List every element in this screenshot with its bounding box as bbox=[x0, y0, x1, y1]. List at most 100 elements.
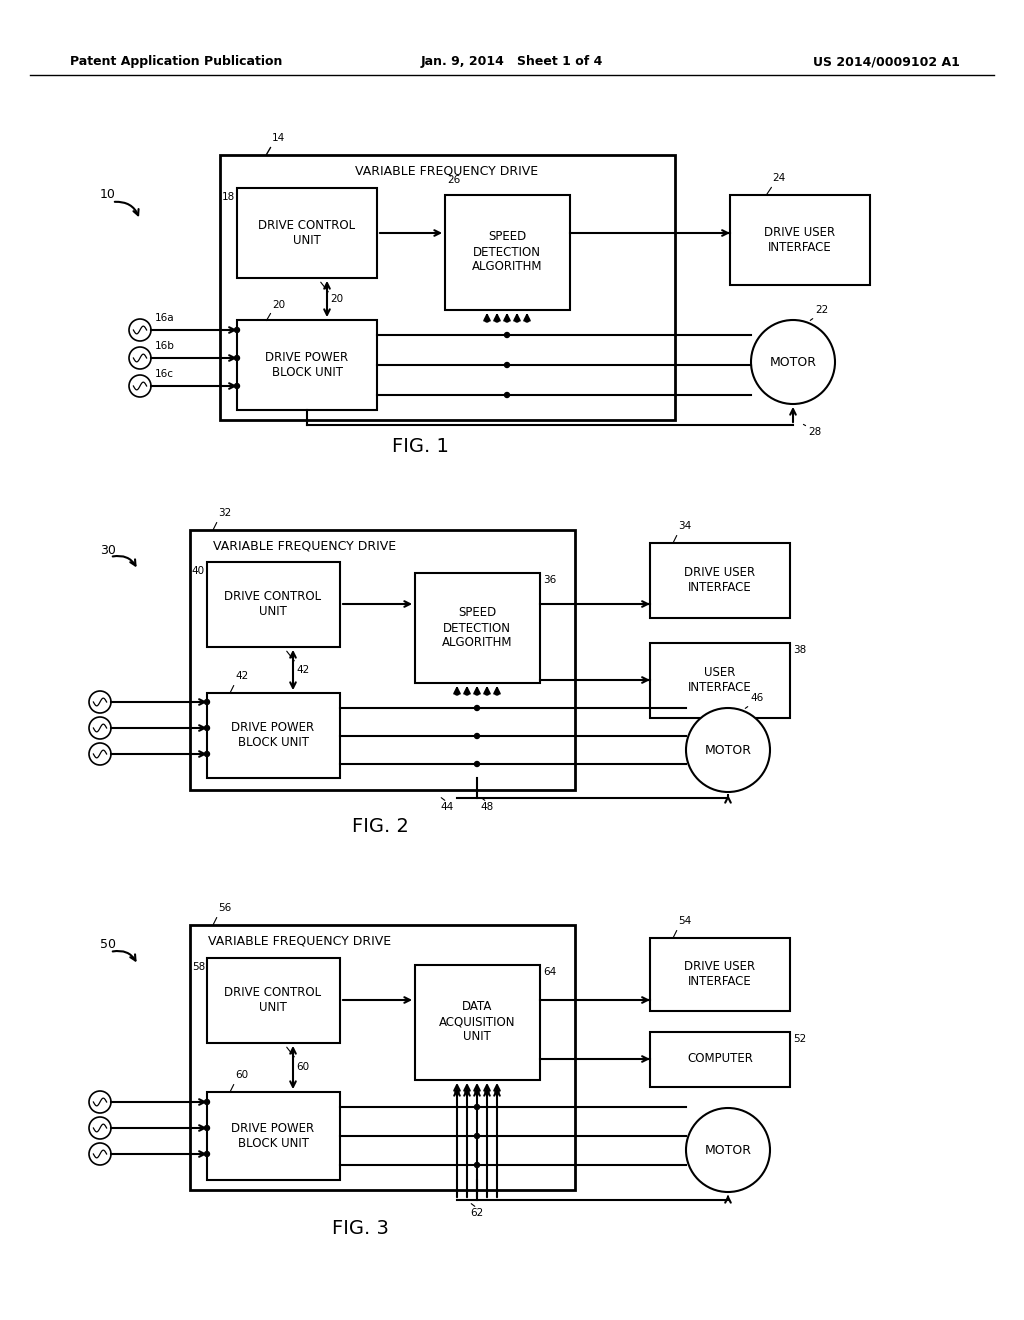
Circle shape bbox=[485, 318, 489, 322]
Text: SPEED
DETECTION
ALGORITHM: SPEED DETECTION ALGORITHM bbox=[472, 231, 543, 273]
Text: 52: 52 bbox=[793, 1034, 806, 1044]
Text: DRIVE CONTROL
UNIT: DRIVE CONTROL UNIT bbox=[224, 986, 322, 1014]
Text: VARIABLE FREQUENCY DRIVE: VARIABLE FREQUENCY DRIVE bbox=[355, 165, 539, 177]
Text: 26: 26 bbox=[447, 176, 460, 185]
Text: 50: 50 bbox=[100, 939, 116, 952]
Circle shape bbox=[686, 708, 770, 792]
Text: 34: 34 bbox=[678, 521, 691, 531]
Text: 62: 62 bbox=[470, 1208, 483, 1218]
Text: 16b: 16b bbox=[155, 341, 175, 351]
Text: Patent Application Publication: Patent Application Publication bbox=[70, 55, 283, 69]
Circle shape bbox=[465, 1090, 469, 1094]
Circle shape bbox=[205, 1100, 210, 1105]
Circle shape bbox=[474, 1134, 479, 1138]
Circle shape bbox=[525, 318, 529, 322]
Circle shape bbox=[474, 705, 479, 710]
Text: DRIVE USER
INTERFACE: DRIVE USER INTERFACE bbox=[765, 226, 836, 253]
Text: 20: 20 bbox=[272, 300, 285, 310]
Bar bbox=[207, 562, 340, 647]
Text: SPEED
DETECTION
ALGORITHM: SPEED DETECTION ALGORITHM bbox=[441, 606, 512, 649]
Text: 64: 64 bbox=[543, 968, 556, 977]
Text: 18: 18 bbox=[222, 191, 234, 202]
Text: FIG. 1: FIG. 1 bbox=[391, 437, 449, 457]
Text: VARIABLE FREQUENCY DRIVE: VARIABLE FREQUENCY DRIVE bbox=[213, 540, 396, 553]
Text: 16a: 16a bbox=[155, 313, 175, 323]
Text: COMPUTER: COMPUTER bbox=[687, 1052, 753, 1065]
Text: DRIVE CONTROL
UNIT: DRIVE CONTROL UNIT bbox=[258, 219, 355, 247]
Circle shape bbox=[205, 1126, 210, 1130]
Circle shape bbox=[495, 318, 499, 322]
Text: 60: 60 bbox=[296, 1063, 309, 1072]
Circle shape bbox=[474, 762, 479, 767]
Text: 60: 60 bbox=[234, 1071, 248, 1080]
Text: MOTOR: MOTOR bbox=[705, 743, 752, 756]
Circle shape bbox=[89, 717, 111, 739]
Circle shape bbox=[474, 1105, 479, 1110]
Text: 46: 46 bbox=[750, 693, 763, 704]
Circle shape bbox=[205, 751, 210, 756]
Bar bbox=[445, 195, 570, 310]
Text: 58: 58 bbox=[191, 962, 205, 972]
Circle shape bbox=[475, 1090, 479, 1094]
Text: USER
INTERFACE: USER INTERFACE bbox=[688, 667, 752, 694]
Circle shape bbox=[485, 1090, 489, 1094]
Text: 28: 28 bbox=[808, 426, 821, 437]
Bar bbox=[190, 531, 575, 789]
Circle shape bbox=[234, 384, 240, 388]
Bar bbox=[415, 965, 540, 1080]
Circle shape bbox=[89, 743, 111, 766]
Bar bbox=[237, 319, 377, 411]
Circle shape bbox=[505, 363, 510, 367]
Circle shape bbox=[89, 1092, 111, 1113]
Text: MOTOR: MOTOR bbox=[769, 355, 816, 368]
Bar bbox=[415, 573, 540, 682]
Text: MOTOR: MOTOR bbox=[705, 1143, 752, 1156]
Circle shape bbox=[89, 1143, 111, 1166]
Text: 56: 56 bbox=[218, 903, 231, 913]
Text: FIG. 2: FIG. 2 bbox=[351, 817, 409, 836]
Text: US 2014/0009102 A1: US 2014/0009102 A1 bbox=[813, 55, 961, 69]
Circle shape bbox=[505, 392, 510, 397]
Circle shape bbox=[455, 1090, 459, 1094]
Text: 40: 40 bbox=[191, 566, 205, 576]
Text: 24: 24 bbox=[772, 173, 785, 183]
Bar bbox=[220, 154, 675, 420]
Text: DRIVE USER
INTERFACE: DRIVE USER INTERFACE bbox=[684, 566, 756, 594]
Circle shape bbox=[89, 1117, 111, 1139]
Bar bbox=[207, 1092, 340, 1180]
Circle shape bbox=[485, 690, 489, 696]
Bar bbox=[207, 958, 340, 1043]
Circle shape bbox=[686, 1107, 770, 1192]
Text: 32: 32 bbox=[218, 508, 231, 517]
Circle shape bbox=[129, 319, 151, 341]
Text: 42: 42 bbox=[296, 665, 309, 675]
Circle shape bbox=[465, 690, 469, 696]
Text: DRIVE POWER
BLOCK UNIT: DRIVE POWER BLOCK UNIT bbox=[265, 351, 348, 379]
Text: VARIABLE FREQUENCY DRIVE: VARIABLE FREQUENCY DRIVE bbox=[209, 935, 391, 948]
Circle shape bbox=[505, 333, 510, 338]
Bar bbox=[650, 939, 790, 1011]
Circle shape bbox=[129, 375, 151, 397]
Text: DRIVE POWER
BLOCK UNIT: DRIVE POWER BLOCK UNIT bbox=[231, 1122, 314, 1150]
Text: DRIVE USER
INTERFACE: DRIVE USER INTERFACE bbox=[684, 960, 756, 987]
Text: 30: 30 bbox=[100, 544, 116, 557]
Circle shape bbox=[89, 690, 111, 713]
Bar bbox=[237, 187, 377, 279]
Circle shape bbox=[474, 734, 479, 738]
Bar bbox=[650, 1032, 790, 1086]
Circle shape bbox=[205, 1151, 210, 1156]
Circle shape bbox=[234, 355, 240, 360]
Text: 20: 20 bbox=[330, 294, 343, 304]
Text: 10: 10 bbox=[100, 189, 116, 202]
Circle shape bbox=[505, 318, 509, 322]
Bar bbox=[190, 925, 575, 1191]
Text: DRIVE CONTROL
UNIT: DRIVE CONTROL UNIT bbox=[224, 590, 322, 618]
Text: 44: 44 bbox=[440, 803, 454, 812]
Text: 38: 38 bbox=[793, 645, 806, 655]
Circle shape bbox=[234, 327, 240, 333]
Circle shape bbox=[205, 726, 210, 730]
Text: 36: 36 bbox=[543, 576, 556, 585]
Text: FIG. 3: FIG. 3 bbox=[332, 1218, 388, 1238]
Bar bbox=[730, 195, 870, 285]
Text: 14: 14 bbox=[272, 133, 286, 143]
